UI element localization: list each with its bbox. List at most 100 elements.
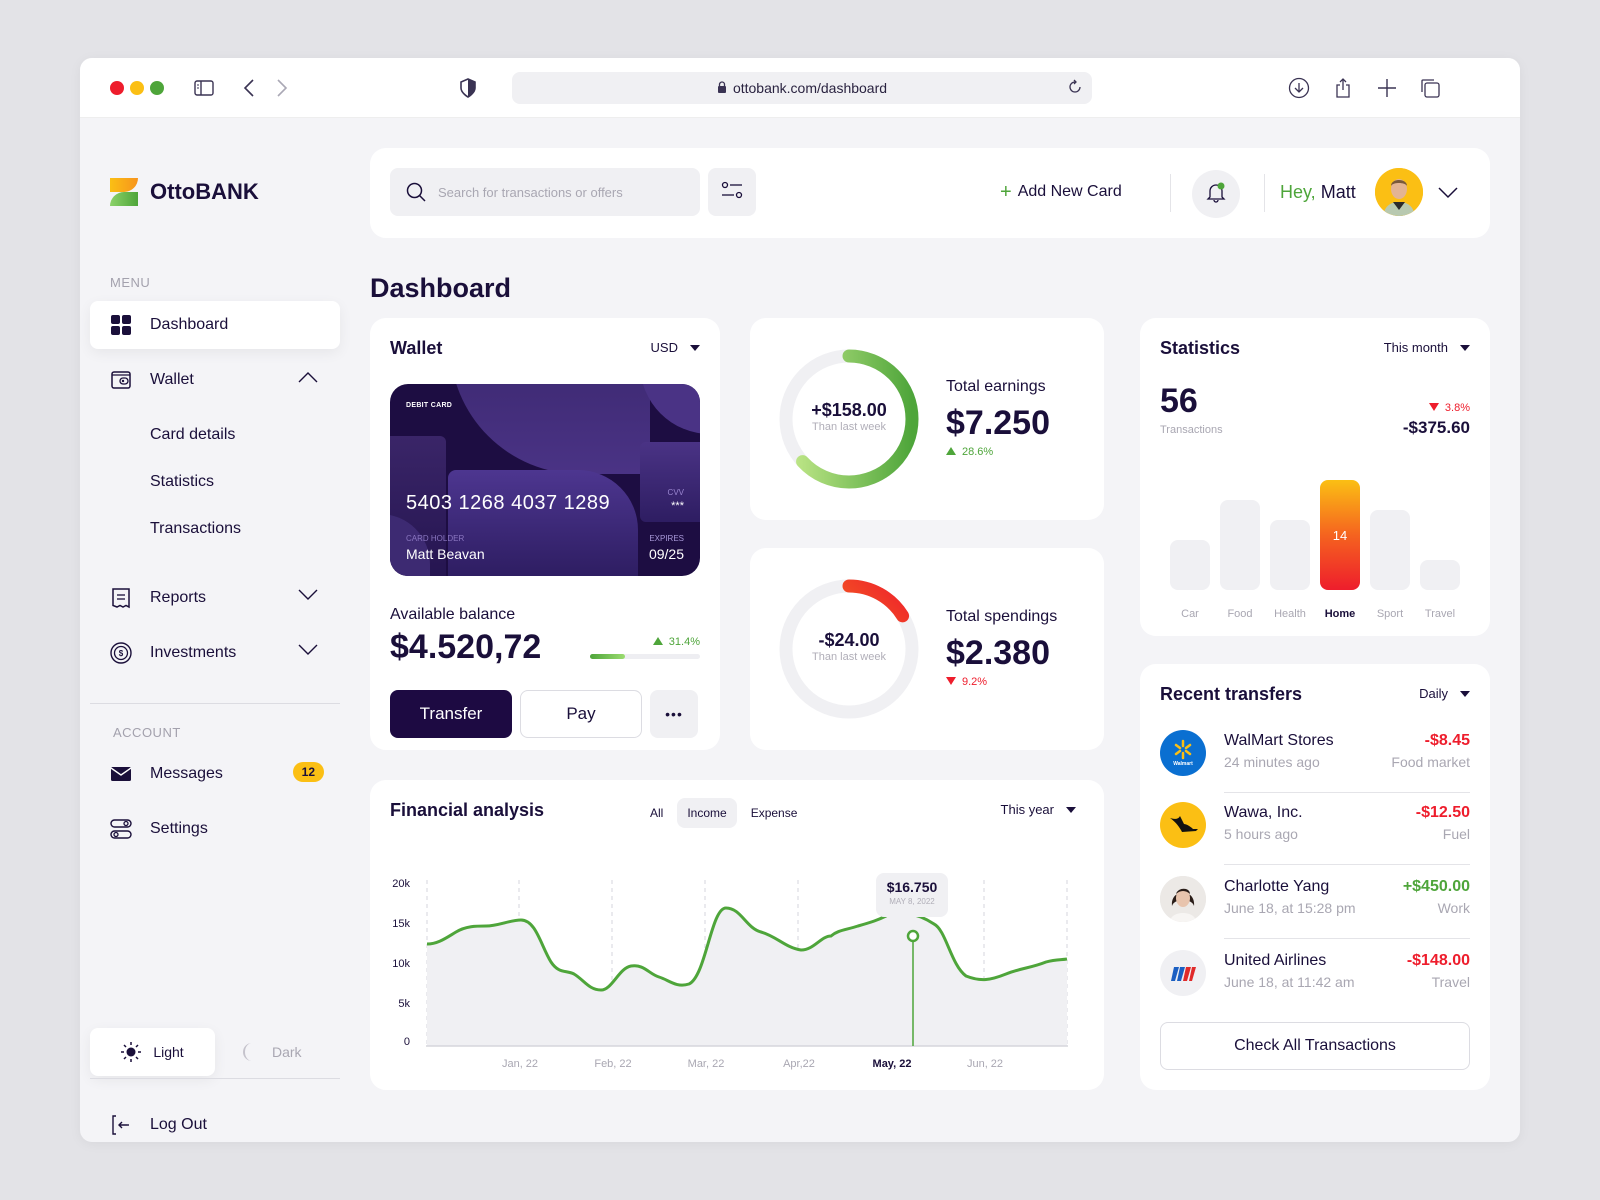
- bar-label: Food: [1227, 608, 1253, 620]
- card-number: 5403 1268 4037 1289: [406, 492, 611, 514]
- spendings-amount: $2.380: [946, 634, 1050, 672]
- address-bar[interactable]: ottobank.com/dashboard: [512, 72, 1092, 104]
- sidebar-item-wallet[interactable]: Wallet: [90, 356, 340, 404]
- tab-expense[interactable]: Expense: [750, 806, 798, 820]
- caret-down-icon: [1460, 690, 1470, 697]
- united-airlines-logo-icon: [1160, 950, 1206, 996]
- transfer-amount: -$12.50: [1415, 804, 1470, 821]
- transfer-item[interactable]: United Airlines June 18, at 11:42 am -$1…: [1160, 950, 1470, 1024]
- income-area-chart[interactable]: [426, 880, 1068, 1048]
- moon-icon: [240, 1042, 258, 1062]
- sidebar-item-label: Investments: [150, 644, 237, 661]
- sidebar-divider: [90, 1078, 340, 1079]
- bar-car[interactable]: [1170, 540, 1210, 590]
- svg-text:Walmart: Walmart: [1173, 761, 1193, 767]
- transfer-item[interactable]: Walmart WalMart Stores 24 minutes ago -$…: [1160, 730, 1470, 804]
- sidebar-item-investments[interactable]: $ Investments: [90, 629, 340, 677]
- chevron-up-icon[interactable]: [298, 370, 318, 388]
- reload-icon[interactable]: [1066, 78, 1084, 99]
- currency-dropdown[interactable]: USD: [651, 340, 700, 355]
- balance-label: Available balance: [390, 606, 516, 623]
- bar-travel[interactable]: [1420, 560, 1460, 590]
- share-icon[interactable]: [1331, 76, 1355, 100]
- sidebar-divider: [90, 703, 340, 704]
- recent-transfers-card: Recent transfers Daily Walmart WalMart S…: [1140, 664, 1490, 1090]
- chevron-down-icon[interactable]: [298, 643, 318, 661]
- minimize-window-button[interactable]: [130, 81, 144, 95]
- balance-progress: [590, 654, 700, 659]
- add-new-card-button[interactable]: + Add New Card: [1000, 182, 1122, 202]
- y-tick: 20k: [392, 878, 410, 890]
- dark-theme-button[interactable]: Dark: [240, 1028, 340, 1076]
- sidebar-item-label: Settings: [150, 820, 208, 837]
- bar-sport[interactable]: [1370, 510, 1410, 590]
- bar-food[interactable]: [1220, 500, 1260, 590]
- notifications-button[interactable]: [1192, 170, 1240, 218]
- user-avatar[interactable]: [1375, 168, 1423, 216]
- user-menu-chevron-icon[interactable]: [1438, 186, 1458, 204]
- transfer-time: June 18, at 15:28 pm: [1224, 900, 1356, 916]
- search-input[interactable]: Search for transactions or offers: [390, 168, 700, 216]
- receipt-icon: [110, 587, 132, 609]
- light-label: Light: [153, 1044, 184, 1060]
- more-options-button[interactable]: •••: [650, 690, 698, 738]
- statistics-card: Statistics This month 56 Transactions 3.…: [1140, 318, 1490, 636]
- greeting-name: Matt: [1320, 182, 1356, 202]
- sidebar-subitem-transactions[interactable]: Transactions: [150, 520, 241, 537]
- sidebar-item-label: Dashboard: [150, 316, 229, 333]
- page-title: Dashboard: [370, 273, 512, 303]
- walmart-logo-icon: Walmart: [1160, 730, 1206, 776]
- sidebar-item-label: Messages: [150, 765, 223, 782]
- earnings-change: 28.6%: [946, 446, 993, 458]
- light-theme-button[interactable]: Light: [90, 1028, 215, 1076]
- financial-period-dropdown[interactable]: This year: [1001, 802, 1076, 817]
- sidebar-item-dashboard[interactable]: Dashboard: [90, 301, 340, 349]
- new-tab-icon[interactable]: [1375, 76, 1399, 100]
- maximize-window-button[interactable]: [150, 81, 164, 95]
- spendings-label: Total spendings: [946, 608, 1058, 625]
- sidebar-item-messages[interactable]: Messages 12: [90, 750, 340, 798]
- transactions-count: 56: [1160, 382, 1198, 420]
- statistics-title: Statistics: [1160, 338, 1241, 358]
- forward-icon[interactable]: [270, 76, 294, 100]
- sidebar-item-settings[interactable]: Settings: [90, 805, 340, 853]
- recent-period-dropdown[interactable]: Daily: [1419, 686, 1470, 701]
- bar-home[interactable]: 14: [1320, 480, 1360, 590]
- back-icon[interactable]: [237, 76, 261, 100]
- filter-button[interactable]: [708, 168, 756, 216]
- sidebar-toggle-icon[interactable]: [192, 76, 216, 100]
- tab-all[interactable]: All: [650, 806, 664, 820]
- tab-overview-icon[interactable]: [1418, 76, 1442, 100]
- transfer-amount: -$8.45: [1424, 732, 1470, 749]
- transfer-name: Wawa, Inc.: [1224, 804, 1303, 821]
- check-all-transactions-button[interactable]: Check All Transactions: [1160, 1022, 1470, 1070]
- menu-section-label: MENU: [110, 275, 151, 290]
- sidebar-item-reports[interactable]: Reports: [90, 574, 340, 622]
- total-earnings-card: +$158.00 Than last week Total earnings $…: [750, 318, 1104, 520]
- sidebar-subitem-card-details[interactable]: Card details: [150, 426, 236, 443]
- y-tick: 10k: [392, 958, 410, 970]
- grid-icon: [110, 314, 132, 336]
- logout-button[interactable]: Log Out: [90, 1101, 340, 1142]
- x-tick: Jun, 22: [966, 1058, 1004, 1070]
- transfer-button[interactable]: Transfer: [390, 690, 512, 738]
- bar-health[interactable]: [1270, 520, 1310, 590]
- download-icon[interactable]: [1287, 76, 1311, 100]
- tab-income[interactable]: Income: [677, 798, 737, 828]
- shield-icon[interactable]: [456, 76, 480, 100]
- expires-value: 09/25: [648, 546, 684, 562]
- statistics-period-dropdown[interactable]: This month: [1384, 340, 1470, 355]
- close-window-button[interactable]: [110, 81, 124, 95]
- debit-card[interactable]: DEBIT CARD 5403 1268 4037 1289 CVV *** C…: [390, 384, 700, 576]
- transfer-time: 24 minutes ago: [1224, 754, 1320, 770]
- pay-button[interactable]: Pay: [520, 690, 642, 738]
- chevron-down-icon[interactable]: [298, 588, 318, 606]
- transfer-item[interactable]: Charlotte Yang June 18, at 15:28 pm +$45…: [1160, 876, 1470, 950]
- sidebar-subitem-statistics[interactable]: Statistics: [150, 473, 215, 490]
- tooltip-date: MAY 8, 2022: [889, 897, 935, 906]
- brand-logo[interactable]: OttoBANK: [110, 178, 259, 206]
- transfer-category: Fuel: [1442, 826, 1470, 842]
- transfer-category: Food market: [1391, 754, 1470, 770]
- transfer-item[interactable]: Wawa, Inc. 5 hours ago -$12.50 Fuel: [1160, 802, 1470, 876]
- total-spendings-card: -$24.00 Than last week Total spendings $…: [750, 548, 1104, 750]
